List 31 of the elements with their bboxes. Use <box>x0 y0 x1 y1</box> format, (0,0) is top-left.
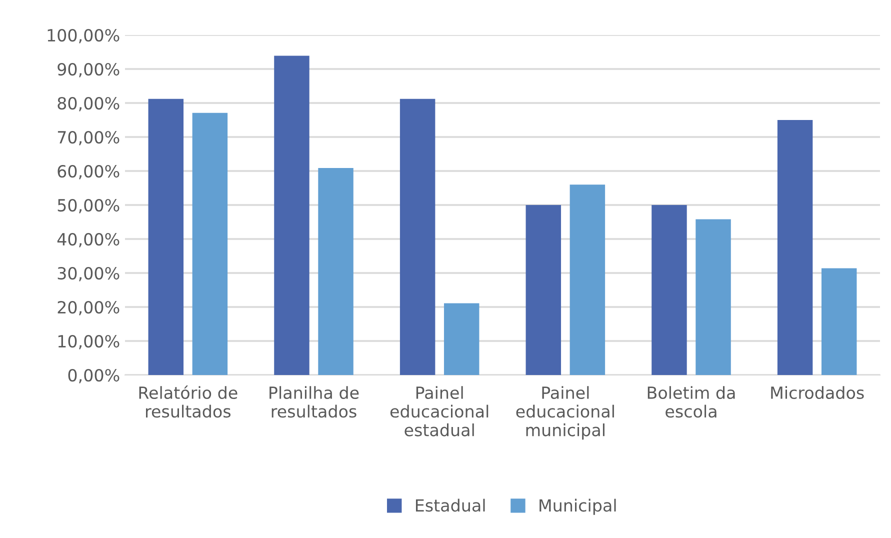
y-tick-label: 20,00% <box>58 300 120 316</box>
x-tick-label: Relatório de resultados <box>139 385 238 418</box>
bar <box>148 98 184 375</box>
bar <box>444 303 480 375</box>
legend-label: Municipal <box>540 498 616 515</box>
bar <box>318 168 354 375</box>
y-tick-label: 60,00% <box>58 164 120 180</box>
bar <box>192 112 228 375</box>
y-tick-label: 80,00% <box>58 96 120 112</box>
bar <box>570 184 606 375</box>
x-tick-label: Painel educacional estadual <box>390 386 488 436</box>
y-tick-label: 30,00% <box>58 266 120 282</box>
bar <box>652 205 687 375</box>
bar <box>400 98 436 375</box>
legend-label: Estadual <box>416 498 485 512</box>
y-tick-label: 100,00% <box>48 28 120 44</box>
x-tick-label: Boletim da escola <box>648 386 735 418</box>
x-tick-label: Planilha de resultados <box>270 386 359 418</box>
y-tick-label: 50,00% <box>58 198 120 214</box>
x-tick-label: Microdados <box>771 386 864 400</box>
y-tick-label: 90,00% <box>58 62 120 78</box>
y-tick-label: 10,00% <box>58 334 120 350</box>
bar <box>821 268 857 375</box>
bar <box>777 120 813 375</box>
y-tick-label: 70,00% <box>58 130 120 146</box>
bar <box>526 205 562 375</box>
x-tick-label: Painel educacional municipal <box>516 386 614 440</box>
y-tick-label: 0,00% <box>68 368 120 384</box>
bar <box>696 219 731 375</box>
bar <box>274 56 310 375</box>
y-tick-label: 40,00% <box>57 232 120 248</box>
